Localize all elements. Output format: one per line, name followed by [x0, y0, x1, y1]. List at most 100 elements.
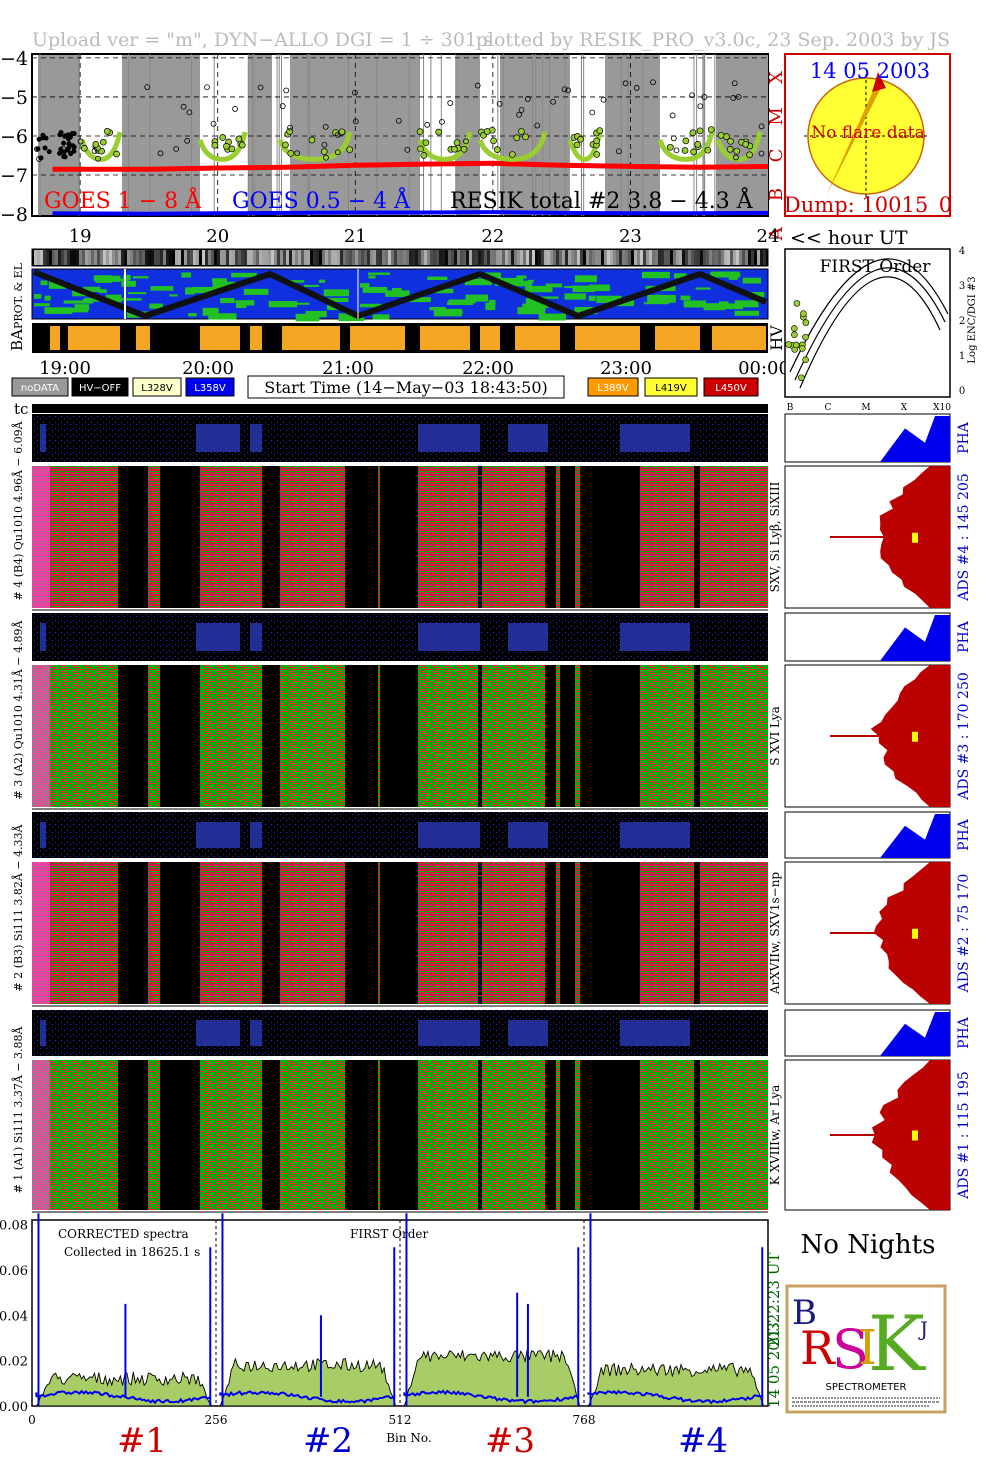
el-cell — [517, 250, 520, 265]
spectrogram-gap — [160, 1060, 200, 1210]
el-cell — [178, 250, 181, 265]
el-cell — [208, 250, 211, 265]
el-cell — [757, 250, 760, 265]
prot-green-blob — [202, 307, 219, 316]
el-cell — [154, 250, 157, 265]
time-ticks: 19:00 20:00 21:00 22:00 23:00 00:00 — [39, 358, 790, 379]
el-cell — [703, 250, 706, 265]
ba-band — [50, 326, 60, 350]
data-point — [439, 118, 445, 125]
time-tick-label: 21:00 — [322, 358, 374, 379]
resik-arc — [715, 131, 763, 162]
el-cell — [592, 250, 595, 265]
el-cell — [385, 250, 388, 265]
prot-green-blob — [105, 294, 122, 303]
el-cell — [358, 250, 361, 265]
spectrogram-gap — [262, 1060, 280, 1210]
prot-green-blob — [74, 304, 90, 311]
spectrum-segment-2 — [219, 1357, 397, 1407]
el-cell — [382, 250, 385, 265]
resik-point — [694, 141, 702, 148]
el-cell — [496, 250, 499, 265]
resik-point — [219, 134, 227, 141]
spectrogram-gap — [694, 862, 700, 1004]
el-cell — [475, 250, 478, 265]
el-cell — [289, 250, 292, 265]
resik-point — [113, 150, 120, 158]
prot-green-blob — [121, 280, 136, 287]
pha-label: PHA — [956, 818, 972, 851]
sun-note: No flare data — [811, 123, 925, 143]
data-point — [670, 135, 677, 142]
resik-point — [593, 151, 601, 158]
spectrogram-gap — [478, 665, 482, 807]
el-cell — [442, 250, 445, 265]
el-cell — [175, 250, 178, 265]
el-cell — [682, 250, 685, 265]
legend-l358: L358V — [194, 383, 226, 394]
legend-l419: L419V — [655, 383, 687, 394]
spectra-x-tick: 256 — [205, 1413, 228, 1427]
data-point — [294, 150, 301, 157]
resik-arc — [417, 131, 473, 162]
prot-green-blob — [448, 299, 476, 303]
flare-class-X: X — [766, 71, 787, 84]
resik-point — [320, 148, 328, 155]
el-cell — [94, 250, 97, 265]
start-time-box — [247, 375, 565, 399]
data-point — [180, 103, 187, 110]
goes-1-8-line — [52, 160, 769, 172]
resik-point — [338, 128, 346, 136]
flare-class-A: A — [766, 226, 787, 241]
first-order-y-tick: 0 — [959, 386, 965, 397]
prot-green-blob — [465, 294, 489, 302]
spectra-date: 14 05 2003 — [765, 1322, 783, 1408]
spectrogram-gap — [160, 862, 200, 1004]
data-point — [334, 149, 341, 156]
data-point — [589, 109, 596, 116]
spectra-panel: 0.00 0.02 0.04 0.06 0.08 0 256 512 768 CORRECTE… — [0, 1213, 783, 1461]
first-order-point — [799, 345, 806, 352]
first-order-x-tick: B — [787, 403, 794, 413]
el-cell — [127, 250, 130, 265]
prot-green-blob — [525, 285, 553, 293]
spectrogram-gap — [262, 466, 280, 608]
prot-green-blob — [734, 310, 760, 316]
el-cell — [310, 250, 313, 265]
el-cell — [667, 250, 670, 265]
el-cell — [100, 250, 103, 265]
resik-point — [704, 146, 712, 154]
el-cell — [676, 250, 679, 265]
el-cell — [478, 250, 481, 265]
el-cell — [268, 250, 271, 265]
legend-l389: L389V — [597, 383, 629, 394]
el-cell — [574, 250, 577, 265]
el-cell — [316, 250, 319, 265]
el-cell — [355, 250, 358, 265]
el-cell — [571, 250, 574, 265]
el-cell — [223, 250, 226, 265]
legend-l358-box — [185, 377, 235, 397]
spectrogram-gap — [560, 466, 575, 608]
el-cell — [136, 250, 139, 265]
ads-label: ADS #4 : 145 205 — [956, 473, 972, 602]
data-point — [669, 112, 676, 119]
prot-green-blob — [212, 278, 227, 283]
data-point — [516, 111, 523, 118]
el-cell — [700, 250, 703, 265]
resik-point — [103, 128, 111, 135]
time-tick-label: 23:00 — [600, 358, 652, 379]
data-point — [77, 138, 84, 145]
el-cell — [679, 250, 682, 265]
data-point — [561, 86, 568, 93]
goes-grid — [32, 54, 768, 216]
spectrogram-gap — [345, 665, 378, 807]
resik-point — [453, 139, 461, 147]
resik-point — [689, 129, 697, 137]
data-point — [395, 117, 402, 124]
resik-point — [681, 147, 689, 154]
goes-series — [34, 79, 769, 216]
prot-green-blob — [742, 277, 762, 284]
spectrogram-edge — [32, 665, 50, 807]
prot-green-blob — [723, 303, 744, 310]
